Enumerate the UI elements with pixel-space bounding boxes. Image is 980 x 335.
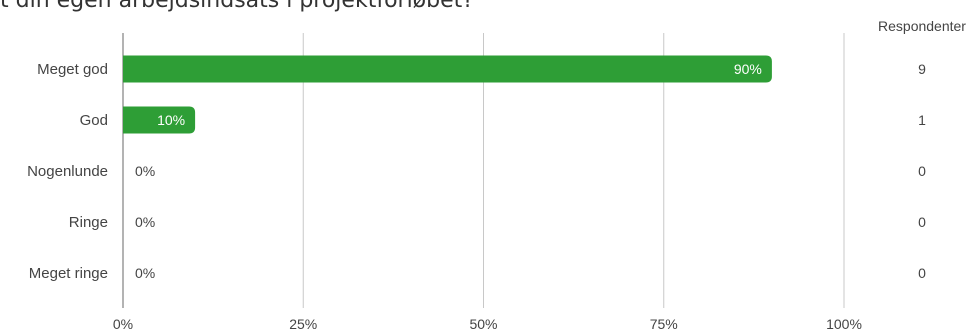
bar (123, 106, 196, 134)
respondent-count: 0 (918, 214, 926, 230)
x-tick-label: 100% (826, 316, 862, 332)
x-tick-label: 75% (650, 316, 678, 332)
x-tick-labels: 0% 25% 50% 75% 100% (113, 316, 862, 332)
category-label: God (80, 112, 108, 129)
value-labels: 90% 10% 0% 0% 0% (135, 61, 762, 281)
respondent-counts: 9 1 0 0 0 (918, 61, 926, 281)
category-label: Meget ringe (29, 265, 108, 282)
grid-lines (122, 33, 845, 308)
category-label: Ringe (69, 214, 108, 231)
value-label: 0% (135, 214, 155, 230)
respondent-count: 9 (918, 61, 926, 77)
value-label: 0% (135, 265, 155, 281)
value-label: 90% (734, 61, 762, 77)
category-label: Meget god (37, 61, 108, 78)
question-title: t din egen arbejdsindsats i projektforlø… (0, 0, 474, 13)
bars (123, 55, 772, 134)
value-label: 10% (157, 112, 185, 128)
respondent-count: 0 (918, 265, 926, 281)
value-label: 0% (135, 163, 155, 179)
category-label: Nogenlunde (27, 163, 108, 180)
respondent-count: 0 (918, 163, 926, 179)
category-labels: Meget god God Nogenlunde Ringe Meget ringe (27, 61, 108, 282)
x-tick-label: 0% (113, 316, 133, 332)
x-tick-label: 50% (469, 316, 497, 332)
respondents-header: Respondenter (878, 18, 966, 34)
respondent-count: 1 (918, 112, 926, 128)
bar (123, 55, 772, 83)
x-tick-label: 25% (289, 316, 317, 332)
